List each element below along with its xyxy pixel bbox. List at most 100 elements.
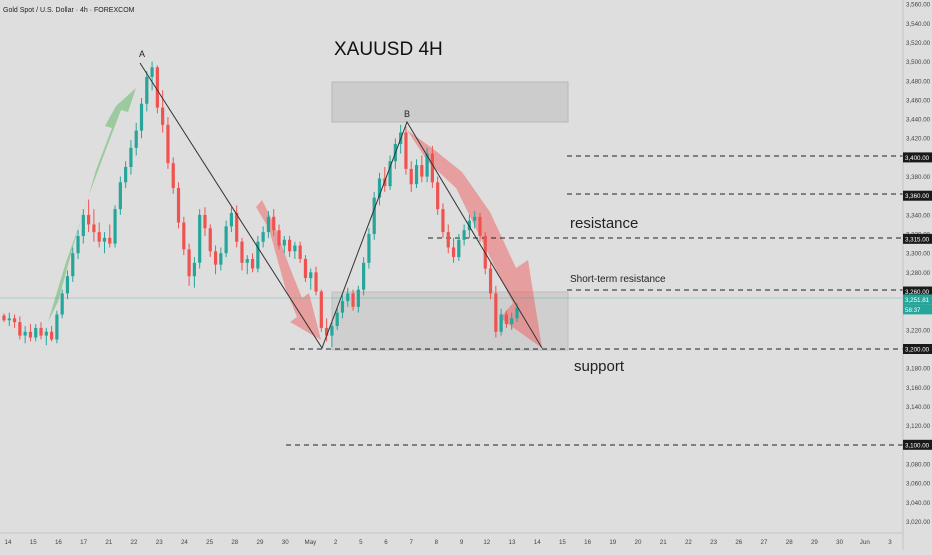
- candle[interactable]: [55, 310, 59, 344]
- candle[interactable]: [49, 326, 54, 342]
- candle[interactable]: [161, 90, 165, 133]
- resistance-zone-box[interactable]: [331, 81, 569, 123]
- candle[interactable]: [2, 313, 6, 323]
- candle[interactable]: [182, 216, 186, 256]
- candle[interactable]: [192, 257, 196, 288]
- candle[interactable]: [451, 237, 456, 263]
- candle[interactable]: [60, 289, 64, 319]
- abc-zigzag-line[interactable]: [139, 62, 543, 350]
- candle[interactable]: [325, 318, 329, 342]
- candle[interactable]: [256, 235, 260, 273]
- candle[interactable]: [446, 224, 450, 254]
- candle[interactable]: [139, 98, 144, 139]
- candle[interactable]: [34, 324, 38, 342]
- candle[interactable]: [488, 262, 493, 300]
- candle[interactable]: [404, 126, 408, 175]
- candle[interactable]: [102, 232, 107, 254]
- candle[interactable]: [166, 117, 170, 169]
- candle[interactable]: [240, 237, 244, 271]
- candle[interactable]: [430, 145, 434, 189]
- time-axis[interactable]: 14 15 16 17 21 22 23 24 25 28 29 30 May 2 5 6 7 8 9 12 13 14 1…: [5, 539, 893, 546]
- candle[interactable]: [81, 209, 85, 244]
- red-downtrend-arrow-2[interactable]: [407, 130, 542, 348]
- candle[interactable]: [12, 314, 17, 328]
- candle[interactable]: [113, 205, 117, 248]
- candle[interactable]: [187, 243, 191, 286]
- candle[interactable]: [277, 224, 281, 250]
- candle[interactable]: [71, 247, 75, 282]
- candle[interactable]: [293, 241, 297, 259]
- candle[interactable]: [372, 191, 376, 240]
- candle[interactable]: [457, 234, 461, 261]
- candle[interactable]: [388, 155, 392, 190]
- candle[interactable]: [346, 287, 350, 307]
- candle[interactable]: [213, 245, 218, 275]
- candle[interactable]: [298, 241, 302, 263]
- candle[interactable]: [44, 327, 48, 346]
- candle[interactable]: [203, 207, 207, 236]
- candle[interactable]: [473, 211, 477, 229]
- candle[interactable]: [224, 220, 228, 258]
- candle[interactable]: [23, 326, 27, 344]
- candle[interactable]: [124, 161, 128, 189]
- candle[interactable]: [494, 285, 498, 338]
- candle[interactable]: [287, 235, 292, 258]
- candle[interactable]: [409, 161, 413, 192]
- candle[interactable]: [356, 285, 360, 313]
- candle[interactable]: [362, 257, 366, 296]
- candle[interactable]: [150, 61, 154, 91]
- candle[interactable]: [118, 176, 122, 215]
- candle[interactable]: [39, 322, 43, 340]
- candle[interactable]: [92, 209, 96, 242]
- candle[interactable]: [97, 222, 101, 248]
- candle[interactable]: [266, 211, 271, 238]
- candle[interactable]: [198, 209, 202, 269]
- red-downtrend-arrow-1[interactable]: [256, 200, 321, 340]
- candle[interactable]: [478, 212, 482, 242]
- candle[interactable]: [414, 159, 419, 189]
- candle[interactable]: [340, 295, 345, 319]
- candle[interactable]: [28, 324, 33, 342]
- candle[interactable]: [208, 224, 212, 258]
- candle[interactable]: [377, 172, 382, 206]
- candle[interactable]: [441, 203, 445, 238]
- candle[interactable]: [330, 322, 334, 348]
- candle[interactable]: [87, 199, 91, 233]
- candlestick-series[interactable]: [2, 61, 519, 348]
- candle[interactable]: [7, 312, 11, 327]
- candle[interactable]: [314, 266, 318, 296]
- candle[interactable]: [282, 235, 286, 254]
- candle[interactable]: [335, 308, 339, 330]
- candle[interactable]: [351, 289, 355, 311]
- candle[interactable]: [367, 228, 371, 269]
- candle[interactable]: [425, 147, 429, 183]
- candle[interactable]: [145, 71, 149, 112]
- candle[interactable]: [108, 224, 112, 248]
- candle[interactable]: [245, 255, 249, 275]
- candle[interactable]: [229, 207, 234, 233]
- candle[interactable]: [436, 176, 440, 215]
- candle[interactable]: [134, 122, 138, 156]
- candle[interactable]: [129, 140, 133, 175]
- candle[interactable]: [303, 255, 308, 282]
- candle[interactable]: [65, 270, 70, 300]
- candle[interactable]: [176, 182, 181, 229]
- candle[interactable]: [219, 247, 223, 271]
- candle[interactable]: [319, 289, 323, 332]
- support-zone-box[interactable]: [331, 291, 569, 351]
- candle[interactable]: [504, 310, 509, 328]
- candle[interactable]: [510, 312, 514, 330]
- candle[interactable]: [499, 308, 503, 336]
- candle[interactable]: [76, 230, 80, 259]
- candle[interactable]: [18, 316, 22, 340]
- candle[interactable]: [235, 205, 239, 248]
- candle[interactable]: [309, 268, 313, 290]
- candle[interactable]: [462, 224, 466, 246]
- candle[interactable]: [171, 157, 175, 194]
- candle[interactable]: [261, 226, 265, 248]
- green-uptrend-arrow[interactable]: [48, 88, 136, 322]
- candle[interactable]: [420, 155, 424, 183]
- candle[interactable]: [272, 209, 276, 236]
